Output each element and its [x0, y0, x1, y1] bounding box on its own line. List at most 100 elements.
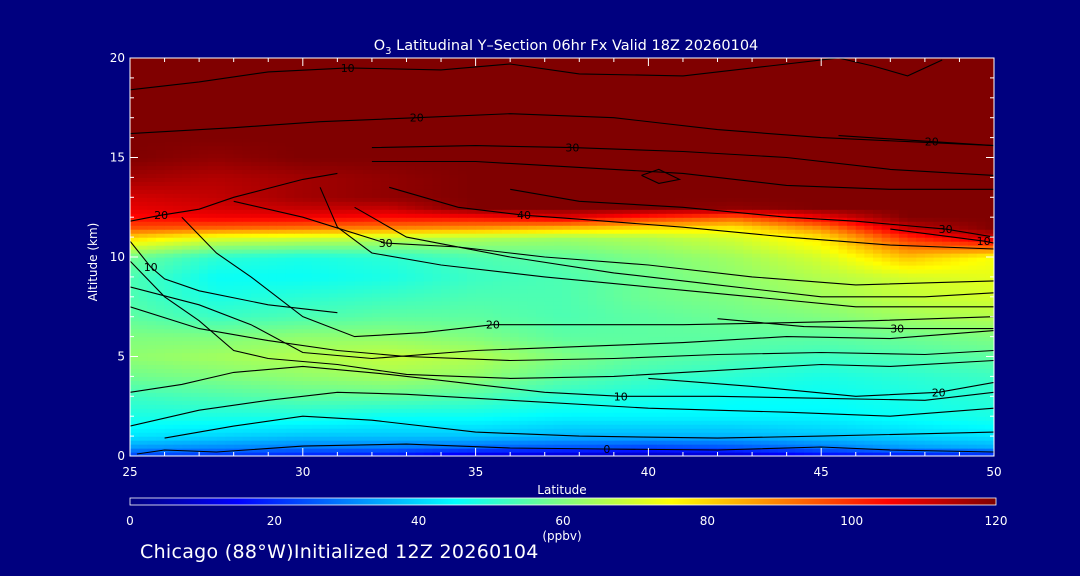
heatmap-cell [916, 416, 926, 421]
heatmap-cell [726, 288, 736, 294]
heatmap-cell [492, 424, 503, 429]
heatmap-cell [302, 412, 313, 417]
heatmap-cell [562, 400, 572, 405]
heatmap-cell [346, 408, 356, 413]
heatmap-cell [259, 400, 269, 405]
heatmap-cell [320, 312, 330, 318]
heatmap-cell [484, 352, 494, 358]
heatmap-cell [397, 420, 408, 425]
heatmap-cell [501, 308, 511, 314]
heatmap-cell [320, 380, 330, 385]
heatmap-cell [657, 284, 667, 290]
heatmap-cell [302, 260, 313, 266]
heatmap-cell [821, 320, 831, 326]
heatmap-cell [648, 268, 658, 274]
heatmap-cell [795, 328, 805, 334]
heatmap-cell [337, 336, 347, 342]
heatmap-cell [285, 408, 295, 413]
heatmap-cell [778, 328, 788, 334]
heatmap-cell [622, 300, 632, 306]
heatmap-cell [190, 392, 200, 397]
heatmap-cell [752, 260, 762, 266]
heatmap-cell [631, 452, 641, 456]
heatmap-cell [181, 296, 192, 302]
heatmap-cell [829, 436, 840, 441]
heatmap-cell [397, 320, 408, 326]
heatmap-cell [173, 308, 183, 314]
heatmap-cell [881, 404, 891, 409]
heatmap-cell [164, 348, 174, 354]
heatmap-cell [432, 304, 442, 310]
heatmap-cell [475, 324, 485, 330]
heatmap-cell [985, 376, 994, 381]
heatmap-cell [259, 376, 269, 381]
heatmap-cell [579, 352, 589, 358]
heatmap-cell [622, 452, 632, 456]
heatmap-cell [216, 332, 226, 338]
heatmap-cell [829, 408, 840, 413]
heatmap-cell [855, 452, 865, 456]
heatmap-cell [752, 292, 762, 298]
heatmap-cell [691, 368, 701, 374]
heatmap-cell [250, 396, 261, 401]
heatmap-cell [380, 396, 390, 401]
heatmap-cell [276, 320, 287, 326]
heatmap-cell [250, 340, 261, 346]
heatmap-cell [933, 440, 943, 445]
heatmap-cell [363, 324, 373, 330]
heatmap-cell [432, 300, 442, 306]
heatmap-cell [691, 392, 701, 397]
heatmap-cell [484, 384, 494, 389]
heatmap-cell [380, 408, 390, 413]
heatmap-cell [199, 440, 209, 445]
heatmap-cell [484, 324, 494, 330]
heatmap-cell [855, 296, 865, 302]
heatmap-cell [432, 384, 442, 389]
heatmap-cell [968, 292, 978, 298]
heatmap-cell [795, 452, 805, 456]
heatmap-cell [527, 257, 537, 262]
heatmap-cell [518, 292, 529, 298]
heatmap-cell [259, 356, 269, 362]
heatmap-cell [942, 316, 952, 322]
heatmap-cell [242, 444, 252, 449]
heatmap-cell [795, 428, 805, 433]
heatmap-cell [363, 257, 373, 262]
heatmap-cell [242, 380, 252, 385]
heatmap-cell [847, 384, 857, 389]
heatmap-cell [700, 384, 710, 389]
heatmap-cell [898, 408, 909, 413]
heatmap-cell [475, 452, 485, 456]
heatmap-cell [734, 436, 745, 441]
heatmap-cell [147, 384, 157, 389]
heatmap-cell [363, 376, 373, 381]
heatmap-cell [432, 260, 442, 266]
heatmap-cell [527, 280, 537, 286]
heatmap-cell [397, 292, 408, 298]
heatmap-cell [916, 384, 926, 389]
heatmap-cell [795, 257, 805, 262]
heatmap-cell [181, 312, 192, 318]
heatmap-cell [760, 268, 770, 274]
heatmap-cell [674, 368, 684, 374]
heatmap-cell [691, 336, 701, 342]
heatmap-cell [285, 424, 295, 429]
heatmap-cell [285, 360, 295, 366]
heatmap-cell [786, 384, 796, 389]
heatmap-cell [778, 380, 788, 385]
heatmap-cell [371, 308, 382, 314]
heatmap-cell [976, 280, 986, 286]
heatmap-cell [803, 328, 814, 334]
heatmap-cell [812, 280, 822, 286]
heatmap-cell [579, 288, 589, 294]
heatmap-cell [475, 400, 485, 405]
heatmap-cell [613, 436, 624, 441]
heatmap-cell [181, 420, 192, 425]
heatmap-cell [190, 400, 200, 405]
heatmap-cell [199, 352, 209, 358]
heatmap-cell [596, 272, 606, 278]
heatmap-cell [717, 276, 727, 282]
heatmap-cell [216, 436, 226, 441]
heatmap-cell [959, 444, 969, 449]
heatmap-cell [423, 404, 433, 409]
